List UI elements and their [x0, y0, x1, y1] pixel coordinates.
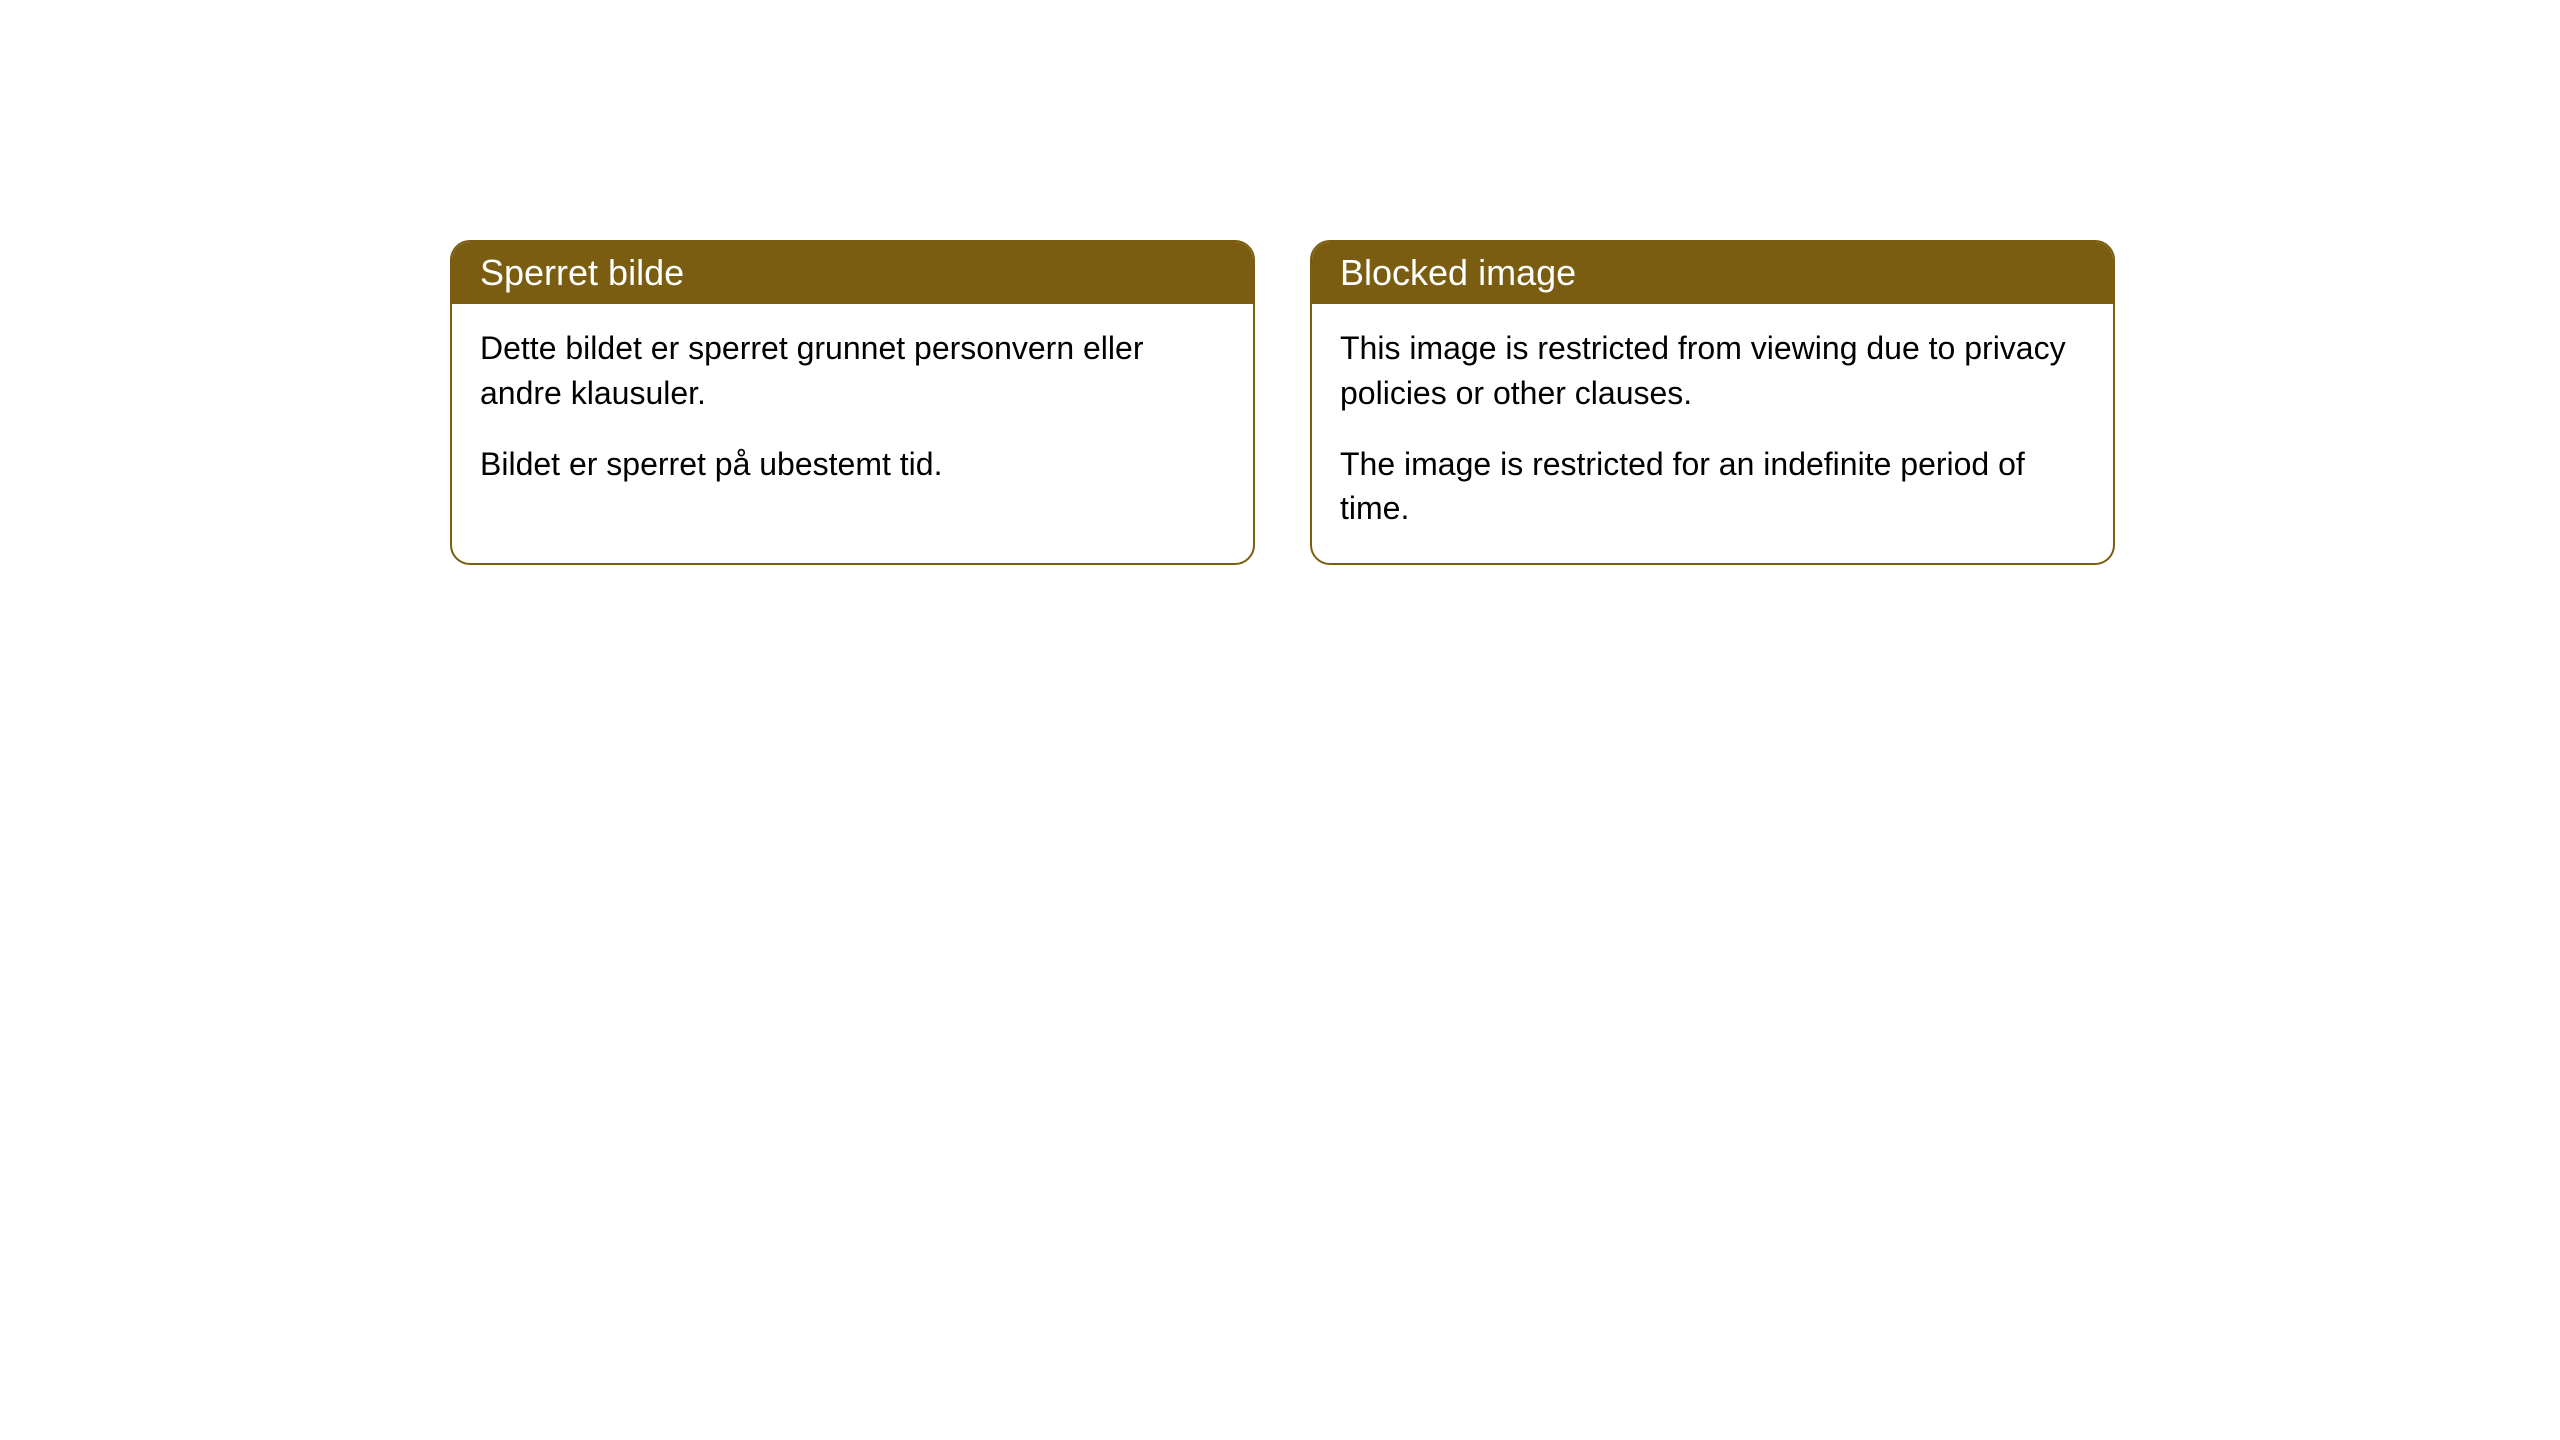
card-body: Dette bildet er sperret grunnet personve…	[452, 304, 1253, 518]
card-title: Sperret bilde	[480, 252, 684, 293]
notice-card-norwegian: Sperret bilde Dette bildet er sperret gr…	[450, 240, 1255, 565]
card-header: Blocked image	[1312, 242, 2113, 304]
card-header: Sperret bilde	[452, 242, 1253, 304]
card-paragraph: This image is restricted from viewing du…	[1340, 326, 2085, 416]
card-title: Blocked image	[1340, 252, 1576, 293]
card-paragraph: Dette bildet er sperret grunnet personve…	[480, 326, 1225, 416]
card-body: This image is restricted from viewing du…	[1312, 304, 2113, 563]
notice-card-english: Blocked image This image is restricted f…	[1310, 240, 2115, 565]
notice-cards-container: Sperret bilde Dette bildet er sperret gr…	[450, 240, 2560, 565]
card-paragraph: The image is restricted for an indefinit…	[1340, 442, 2085, 532]
card-paragraph: Bildet er sperret på ubestemt tid.	[480, 442, 1225, 487]
